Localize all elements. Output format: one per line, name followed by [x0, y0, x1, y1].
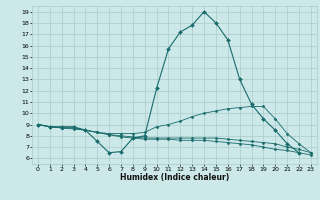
X-axis label: Humidex (Indice chaleur): Humidex (Indice chaleur) [120, 173, 229, 182]
